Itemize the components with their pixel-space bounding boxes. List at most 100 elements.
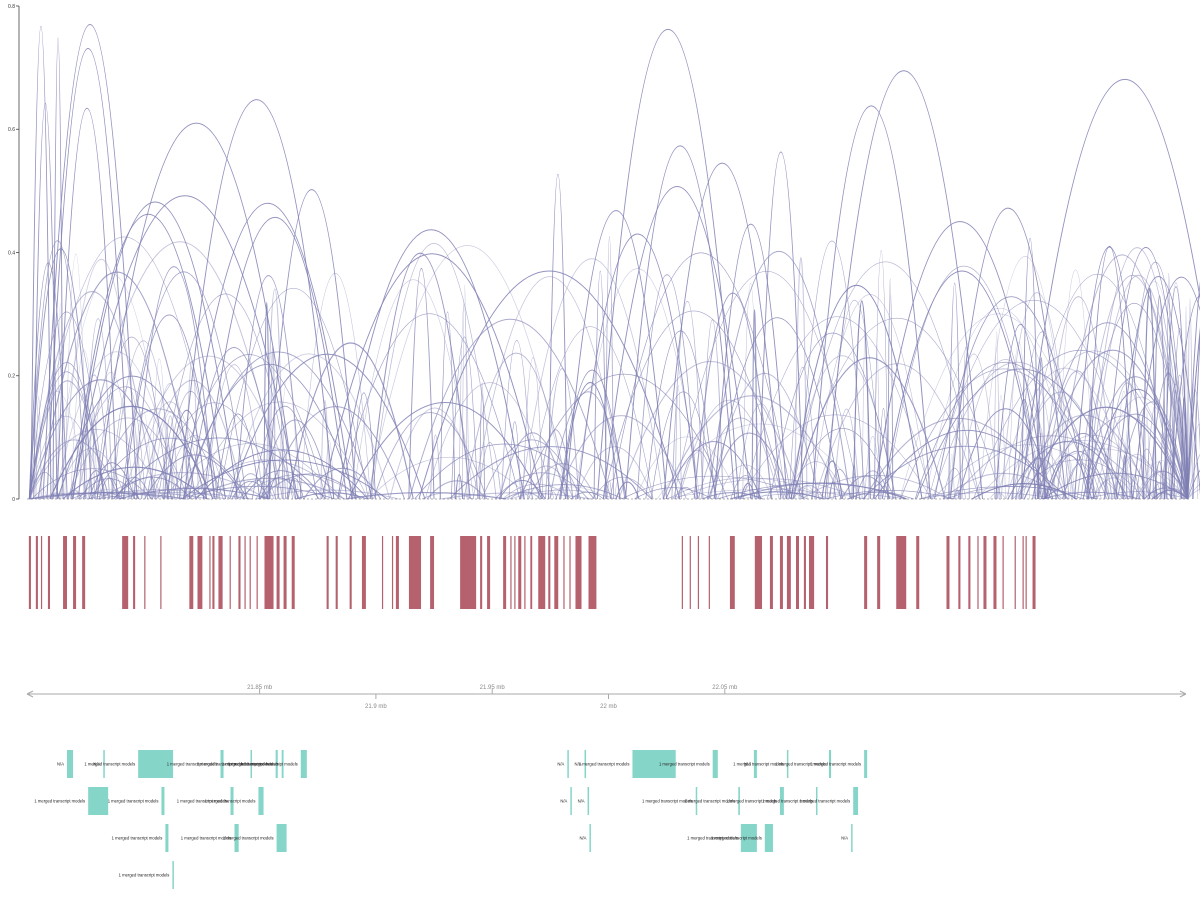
- ruler-right-arrow: [1179, 690, 1187, 698]
- arc: [424, 382, 555, 500]
- interval-block: [1032, 536, 1036, 609]
- arc: [801, 475, 950, 500]
- arc: [28, 429, 164, 500]
- arc: [144, 454, 245, 500]
- interval-block: [144, 536, 146, 609]
- arc: [792, 484, 825, 500]
- gene-feature-label: 1 merged transcript models: [223, 836, 274, 841]
- interval-block: [381, 536, 384, 609]
- arc: [678, 399, 780, 500]
- interval-block: [795, 536, 799, 609]
- interval-block: [825, 536, 829, 609]
- arc: [215, 413, 261, 500]
- gene-feature-label: 1 merged transcript models: [119, 873, 170, 878]
- arc: [83, 469, 110, 500]
- arc: [769, 332, 896, 500]
- arc: [463, 352, 570, 500]
- arc: [54, 351, 179, 500]
- arc-series: [30, 24, 1200, 500]
- arc: [527, 463, 597, 500]
- arc: [1170, 295, 1200, 500]
- arc: [520, 258, 664, 500]
- arc: [914, 361, 1096, 500]
- arc: [961, 347, 970, 500]
- gene-feature-label: 1 merged transcript models: [799, 799, 850, 804]
- arc: [861, 325, 869, 500]
- interval-block: [63, 536, 67, 609]
- interval-block: [82, 536, 86, 609]
- arc: [665, 441, 762, 500]
- arc: [758, 151, 804, 500]
- gene-feature: [738, 787, 740, 815]
- arc: [570, 491, 604, 500]
- gene-feature-label: 1 merged transcript models: [733, 762, 784, 767]
- gene-feature-label: N/A: [93, 762, 100, 767]
- arc: [555, 415, 687, 500]
- interval-block: [1022, 536, 1024, 609]
- arc: [195, 449, 369, 500]
- gene-feature: [230, 787, 234, 815]
- arc: [1148, 482, 1176, 500]
- arc: [418, 270, 681, 500]
- arc: [239, 479, 275, 500]
- arc: [1159, 362, 1176, 500]
- y-tick-label: 0: [12, 497, 15, 503]
- arc: [113, 437, 326, 500]
- interval-block: [569, 536, 571, 609]
- ruler-major-label: 22.05 mb: [712, 685, 738, 691]
- interval-block: [291, 536, 295, 609]
- arc: [67, 386, 182, 500]
- arc: [88, 462, 136, 500]
- arc: [120, 271, 247, 500]
- gene-feature: [589, 824, 591, 852]
- arc: [915, 368, 1127, 500]
- interval-block: [249, 536, 251, 609]
- gene-feature: [712, 750, 718, 778]
- arc: [373, 412, 488, 500]
- interval-block: [514, 536, 516, 609]
- arc: [180, 485, 336, 500]
- interval-block: [554, 536, 559, 609]
- interval-block: [264, 536, 274, 609]
- gene-feature: [567, 750, 569, 778]
- interval-block: [769, 536, 773, 609]
- arc: [559, 369, 626, 500]
- arc: [742, 316, 932, 500]
- arc: [799, 485, 816, 500]
- gene-feature: [584, 750, 587, 778]
- arc: [478, 442, 502, 500]
- arc: [33, 103, 58, 500]
- interval-block: [548, 536, 551, 609]
- arc: [450, 336, 478, 500]
- arc: [157, 293, 293, 500]
- arc: [739, 414, 932, 500]
- arc: [549, 391, 628, 500]
- arc: [231, 481, 270, 500]
- gene-feature: [815, 787, 818, 815]
- arc: [122, 355, 296, 500]
- arc: [828, 468, 852, 500]
- gene-feature-label: 1 merged transcript models: [810, 762, 861, 767]
- arc: [52, 37, 64, 500]
- gene-feature: [234, 824, 239, 852]
- gene-feature: [753, 750, 757, 778]
- interval-block: [524, 536, 526, 609]
- arc: [371, 243, 497, 500]
- gene-feature: [779, 787, 784, 815]
- arc: [576, 233, 699, 500]
- arc: [989, 492, 1006, 500]
- arc: [574, 268, 701, 500]
- arc: [76, 241, 284, 500]
- gene-feature-label: 1 merged transcript models: [711, 836, 762, 841]
- gene-feature: [281, 750, 284, 778]
- ruler-major-label: 21.85 mb: [247, 685, 273, 691]
- arc: [192, 477, 345, 500]
- arc: [852, 300, 871, 500]
- interval-block: [218, 536, 223, 609]
- arc: [790, 428, 895, 500]
- gene-feature-label: 1 merged transcript models: [177, 799, 228, 804]
- interval-block: [47, 536, 51, 609]
- arc: [1187, 298, 1193, 500]
- interval-block: [538, 536, 546, 609]
